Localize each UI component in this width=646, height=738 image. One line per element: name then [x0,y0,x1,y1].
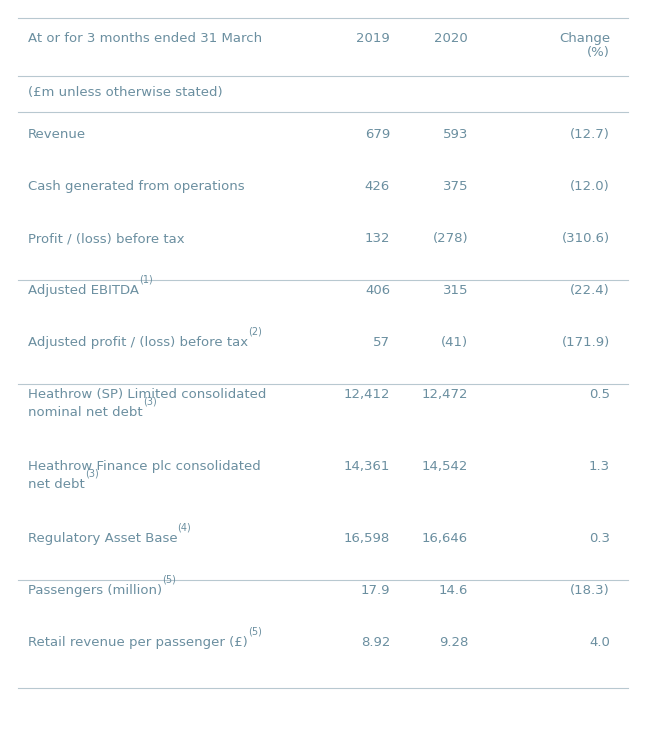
Text: Cash generated from operations: Cash generated from operations [28,180,245,193]
Text: 406: 406 [365,284,390,297]
Text: 14,542: 14,542 [422,460,468,473]
Text: (£m unless otherwise stated): (£m unless otherwise stated) [28,86,223,99]
Text: (18.3): (18.3) [570,584,610,597]
Text: 2019: 2019 [356,32,390,45]
Text: 4.0: 4.0 [589,636,610,649]
Text: Regulatory Asset Base: Regulatory Asset Base [28,532,178,545]
Text: 593: 593 [443,128,468,141]
Text: (4): (4) [178,522,191,532]
Text: (1): (1) [139,274,152,284]
Text: 16,646: 16,646 [422,532,468,545]
Text: Retail revenue per passenger (£): Retail revenue per passenger (£) [28,636,248,649]
Text: (2): (2) [248,326,262,336]
Text: 679: 679 [365,128,390,141]
Text: At or for 3 months ended 31 March: At or for 3 months ended 31 March [28,32,262,45]
Text: (310.6): (310.6) [562,232,610,245]
Text: 315: 315 [443,284,468,297]
Text: 1.3: 1.3 [589,460,610,473]
Text: (%): (%) [587,46,610,59]
Text: 0.3: 0.3 [589,532,610,545]
Text: 12,412: 12,412 [344,388,390,401]
Text: 0.5: 0.5 [589,388,610,401]
Text: Revenue: Revenue [28,128,86,141]
Text: (41): (41) [441,336,468,349]
Text: 8.92: 8.92 [360,636,390,649]
Text: nominal net debt: nominal net debt [28,406,143,419]
Text: Heathrow Finance plc consolidated: Heathrow Finance plc consolidated [28,460,261,473]
Text: Passengers (million): Passengers (million) [28,584,162,597]
Text: net debt: net debt [28,478,85,491]
Text: (22.4): (22.4) [570,284,610,297]
Text: 426: 426 [365,180,390,193]
Text: 14.6: 14.6 [439,584,468,597]
Text: 132: 132 [364,232,390,245]
Text: Adjusted profit / (loss) before tax: Adjusted profit / (loss) before tax [28,336,248,349]
Text: (5): (5) [248,626,262,636]
Text: (3): (3) [143,396,156,406]
Text: (3): (3) [85,468,98,478]
Text: (278): (278) [432,232,468,245]
Text: 17.9: 17.9 [360,584,390,597]
Text: 14,361: 14,361 [344,460,390,473]
Text: Change: Change [559,32,610,45]
Text: 9.28: 9.28 [439,636,468,649]
Text: (12.7): (12.7) [570,128,610,141]
Text: 16,598: 16,598 [344,532,390,545]
Text: Adjusted EBITDA: Adjusted EBITDA [28,284,139,297]
Text: 375: 375 [443,180,468,193]
Text: (171.9): (171.9) [562,336,610,349]
Text: 2020: 2020 [434,32,468,45]
Text: (12.0): (12.0) [570,180,610,193]
Text: 57: 57 [373,336,390,349]
Text: Profit / (loss) before tax: Profit / (loss) before tax [28,232,185,245]
Text: (5): (5) [162,574,176,584]
Text: Heathrow (SP) Limited consolidated: Heathrow (SP) Limited consolidated [28,388,266,401]
Text: 12,472: 12,472 [421,388,468,401]
